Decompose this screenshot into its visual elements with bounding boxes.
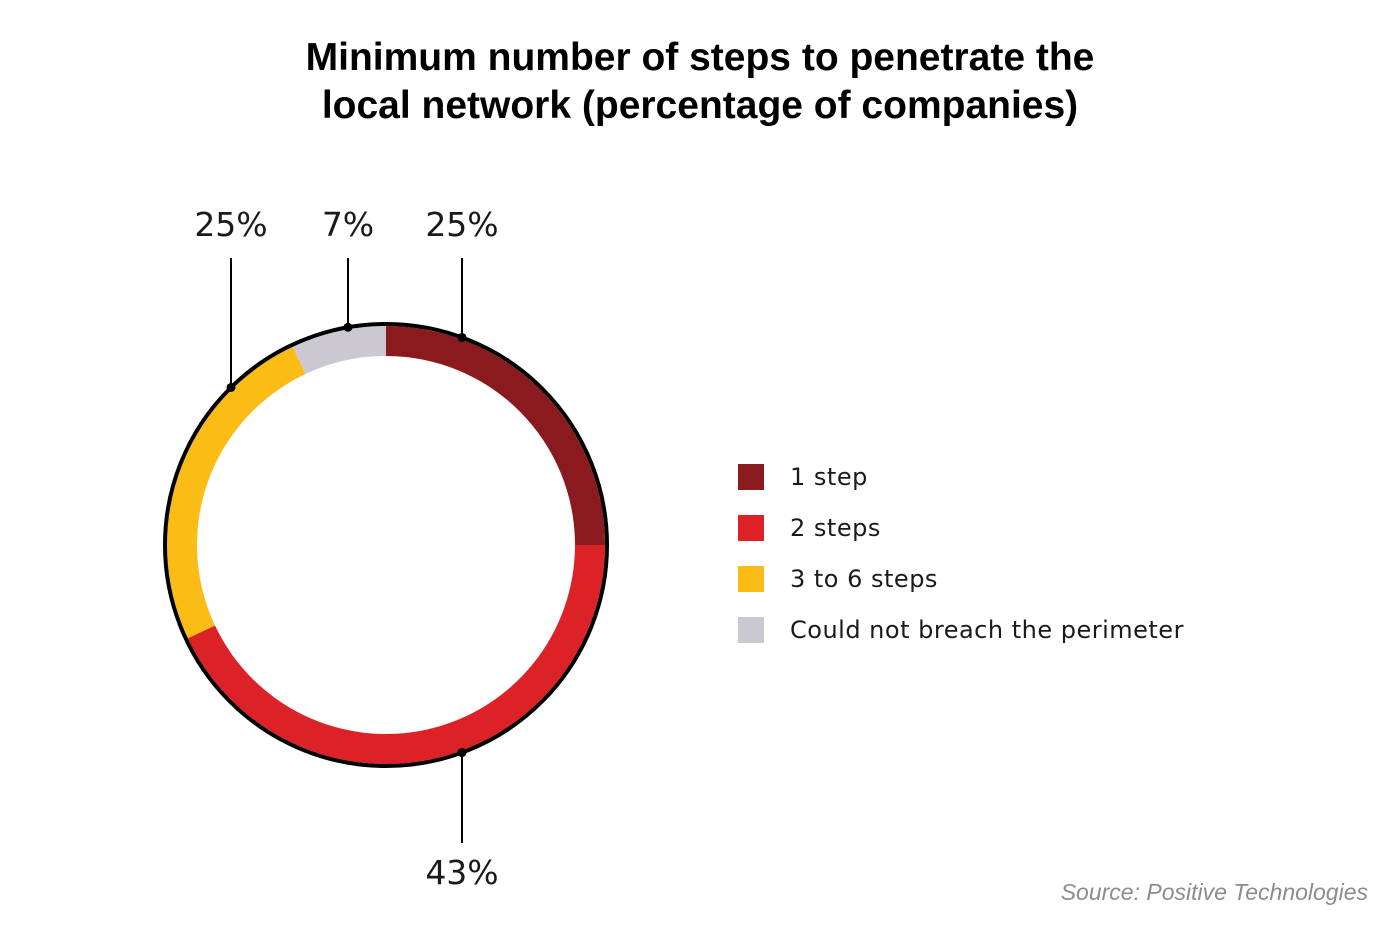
chart-title-line-1: Minimum number of steps to penetrate the <box>305 36 1095 79</box>
value-label-could-not-breach: 7% <box>322 205 374 244</box>
leader-dot-3-to-6-steps <box>226 382 236 392</box>
legend-item-1-step: 1 step <box>738 451 1184 502</box>
legend-label-2-steps: 2 steps <box>790 513 881 542</box>
slice-3-to-6-steps <box>167 346 306 639</box>
slice-value-labels: 25% 43% 25% 7% <box>194 205 498 892</box>
source-credit: Source: Positive Technologies <box>1060 879 1368 905</box>
legend-label-could-not-breach: Could not breach the perimeter <box>790 615 1184 644</box>
chart-title-line-2: local network (percentage of companies) <box>321 84 1079 127</box>
slice-leader-lines <box>226 258 467 843</box>
legend-item-3-to-6-steps: 3 to 6 steps <box>738 553 1184 604</box>
slice-1-step <box>386 326 605 545</box>
leader-dot-1-step <box>457 332 467 342</box>
legend-swatch-3-to-6-steps <box>738 565 764 592</box>
slice-could-not-breach <box>292 326 386 374</box>
value-label-1-step: 25% <box>425 205 498 244</box>
legend-swatch-2-steps <box>738 514 764 541</box>
legend-item-2-steps: 2 steps <box>738 502 1184 553</box>
chart-title: Minimum number of steps to penetrate the… <box>0 34 1400 130</box>
legend-swatch-1-step <box>738 463 764 490</box>
legend-item-could-not-breach: Could not breach the perimeter <box>738 604 1184 655</box>
leader-dot-could-not-breach <box>343 322 353 332</box>
leader-dot-2-steps <box>457 748 467 758</box>
legend-label-3-to-6-steps: 3 to 6 steps <box>790 564 938 593</box>
legend-swatch-could-not-breach <box>738 616 764 643</box>
slice-2-steps <box>187 545 605 764</box>
donut-slices <box>167 326 605 764</box>
value-label-2-steps: 43% <box>425 853 498 892</box>
value-label-3-to-6-steps: 25% <box>194 205 267 244</box>
legend-label-1-step: 1 step <box>790 462 868 491</box>
donut-outer-outline <box>163 322 609 768</box>
chart-legend: 1 step 2 steps 3 to 6 steps Could not br… <box>738 451 1184 655</box>
